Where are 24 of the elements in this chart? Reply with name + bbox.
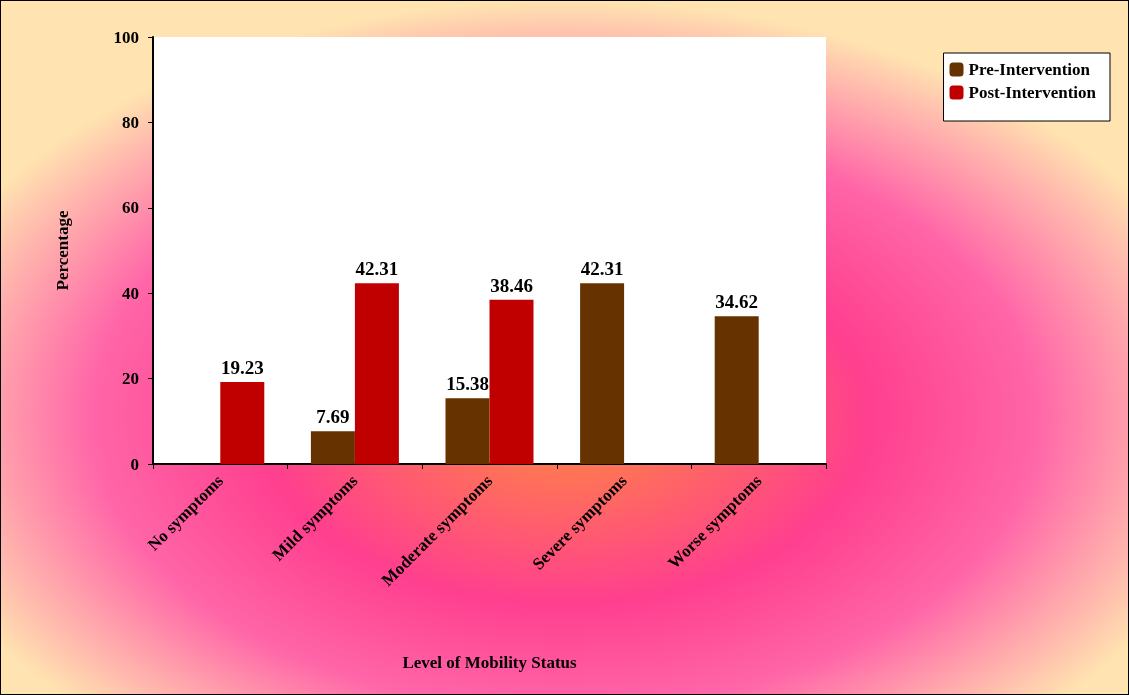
- data-label: 42.31: [355, 258, 399, 280]
- y-tick-label: 0: [130, 454, 139, 474]
- y-tick-label: 80: [122, 112, 139, 132]
- y-tick-label: 40: [122, 283, 139, 303]
- bar: [220, 381, 265, 464]
- y-tick-label: 100: [113, 27, 139, 47]
- bar: [310, 431, 355, 464]
- y-tick-label: 60: [122, 198, 139, 218]
- bar: [489, 299, 534, 464]
- data-label: 15.38: [446, 373, 489, 395]
- legend-label: Post-Intervention: [968, 83, 1097, 102]
- y-axis-title: Percentage: [53, 210, 72, 291]
- bar: [354, 283, 399, 464]
- data-label: 42.31: [580, 258, 624, 280]
- bar: [580, 283, 625, 464]
- y-tick-label: 20: [122, 369, 139, 389]
- bar: [714, 316, 759, 464]
- data-label: 38.46: [490, 274, 533, 296]
- data-label: 7.69: [316, 406, 350, 428]
- data-label: 19.23: [220, 356, 264, 378]
- x-axis-title: Level of Mobility Status: [402, 653, 577, 672]
- data-label: 34.62: [715, 291, 759, 313]
- bar: [445, 398, 490, 464]
- legend-label: Pre-Intervention: [968, 60, 1091, 79]
